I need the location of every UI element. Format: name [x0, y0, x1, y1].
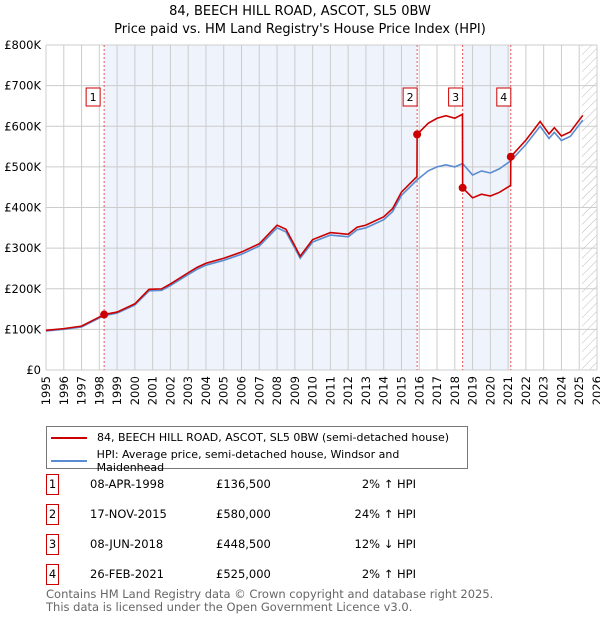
x-tick-label: 2014 — [377, 376, 391, 405]
x-tick-label: 2020 — [483, 376, 497, 405]
x-tick-label: 1997 — [75, 376, 89, 405]
sale-marker-label: 4 — [500, 91, 507, 104]
sale-marker-box — [448, 87, 464, 107]
y-tick-label: £600K — [4, 119, 41, 133]
x-tick-label: 2015 — [394, 376, 408, 405]
x-tick-label: 2012 — [341, 376, 355, 405]
x-tick-label: 2009 — [288, 376, 302, 405]
x-tick-label: 2006 — [235, 376, 249, 405]
sale-hpi-delta: 2% ↑ HPI — [361, 567, 416, 581]
x-tick-label: 2005 — [217, 376, 231, 405]
sales-row: 1 08-APR-1998 £136,500 2% ↑ HPI — [46, 474, 446, 495]
x-tick-label: 2000 — [128, 376, 142, 405]
x-tick-label: 2023 — [537, 376, 551, 405]
x-tick-label: 2007 — [252, 376, 266, 405]
y-tick-label: £500K — [4, 160, 41, 174]
footer-line-1: Contains HM Land Registry data © Crown c… — [46, 587, 494, 601]
x-tick-label: 2003 — [181, 376, 195, 405]
sales-row: 2 17-NOV-2015 £580,000 24% ↑ HPI — [46, 504, 446, 525]
x-tick-label: 2025 — [572, 376, 586, 405]
sales-row: 4 26-FEB-2021 £525,000 2% ↑ HPI — [46, 564, 446, 585]
sale-point — [458, 183, 467, 192]
y-tick-label: £200K — [4, 282, 41, 296]
x-tick-label: 2019 — [466, 376, 480, 405]
legend-swatch-property — [51, 436, 87, 439]
x-tick-label: 1996 — [57, 376, 71, 405]
price-chart: 1995 1996 1997 1998 1999 2000 2001 2002 2003 2004… — [4, 38, 600, 405]
sale-price: £580,000 — [216, 507, 271, 521]
x-tick-label: 2008 — [270, 376, 284, 405]
sale-date: 17-NOV-2015 — [90, 507, 167, 521]
sale-price: £448,500 — [216, 537, 271, 551]
sale-marker-label: 1 — [90, 91, 97, 104]
sale-marker: 2 — [46, 504, 59, 525]
x-tick-label: 2001 — [146, 376, 160, 405]
x-tick-label: 1999 — [110, 376, 124, 405]
y-tick-label: £300K — [4, 241, 41, 255]
x-tick-label: 2018 — [448, 376, 462, 405]
y-tick-label: £100K — [4, 322, 41, 336]
chart-subtitle: Price paid vs. HM Land Registry's House … — [114, 22, 486, 37]
x-tick-label: 1998 — [92, 376, 106, 405]
legend: 84, BEECH HILL ROAD, ASCOT, SL5 0BW (sem… — [46, 426, 468, 474]
legend-label-hpi: HPI: Average price, semi-detached house,… — [96, 448, 400, 474]
legend-label-property: 84, BEECH HILL ROAD, ASCOT, SL5 0BW (sem… — [97, 431, 450, 444]
sale-marker-box — [402, 87, 418, 107]
x-tick-label: 2016 — [412, 376, 426, 405]
sale-marker-box — [85, 87, 101, 107]
sale-marker: 3 — [46, 534, 59, 555]
sale-date: 26-FEB-2021 — [90, 567, 164, 581]
sale-marker-label: 2 — [407, 91, 414, 104]
sale-marker: 1 — [46, 474, 59, 495]
sale-marker-box — [496, 87, 512, 107]
x-tick-label: 2021 — [501, 376, 515, 405]
x-tick-label: 2017 — [430, 376, 444, 405]
sale-hpi-delta: 24% ↑ HPI — [354, 507, 416, 521]
sale-marker-label: 3 — [452, 91, 459, 104]
x-tick-label: 2013 — [359, 376, 373, 405]
sale-date: 08-JUN-2018 — [90, 537, 164, 551]
y-tick-label: £0 — [26, 363, 41, 377]
y-tick-label: £700K — [4, 79, 41, 93]
sale-marker: 4 — [46, 564, 59, 585]
x-tick-label: 2022 — [519, 376, 533, 405]
sale-price: £136,500 — [216, 477, 271, 491]
x-tick-label: 2010 — [306, 376, 320, 405]
x-tick-label: 1995 — [39, 376, 53, 405]
y-tick-label: £800K — [4, 38, 41, 52]
sale-date: 08-APR-1998 — [90, 477, 165, 491]
sale-point — [413, 130, 422, 139]
sale-point — [506, 152, 515, 161]
legend-item-property: 84, BEECH HILL ROAD, ASCOT, SL5 0BW (sem… — [51, 431, 449, 444]
x-tick-label: 2011 — [323, 376, 337, 405]
x-tick-label: 2024 — [554, 376, 568, 405]
sales-row: 3 08-JUN-2018 £448,500 12% ↓ HPI — [46, 534, 446, 555]
x-tick-label: 2026 — [590, 376, 600, 405]
legend-item-hpi: HPI: Average price, semi-detached house,… — [51, 448, 467, 474]
chart-title: 84, BEECH HILL ROAD, ASCOT, SL5 0BW — [169, 4, 431, 19]
sale-hpi-delta: 2% ↑ HPI — [361, 477, 416, 491]
sale-price: £525,000 — [216, 567, 271, 581]
legend-swatch-hpi — [51, 460, 87, 462]
property-line — [45, 113, 584, 332]
footer: Contains HM Land Registry data © Crown c… — [46, 588, 493, 614]
y-tick-label: £400K — [4, 201, 41, 215]
hpi-line — [45, 119, 584, 332]
sale-hpi-delta: 12% ↓ HPI — [354, 537, 416, 551]
sale-point — [100, 310, 109, 319]
x-tick-label: 2004 — [199, 376, 213, 405]
footer-line-2: This data is licensed under the Open Gov… — [46, 600, 413, 614]
x-tick-label: 2002 — [163, 376, 177, 405]
